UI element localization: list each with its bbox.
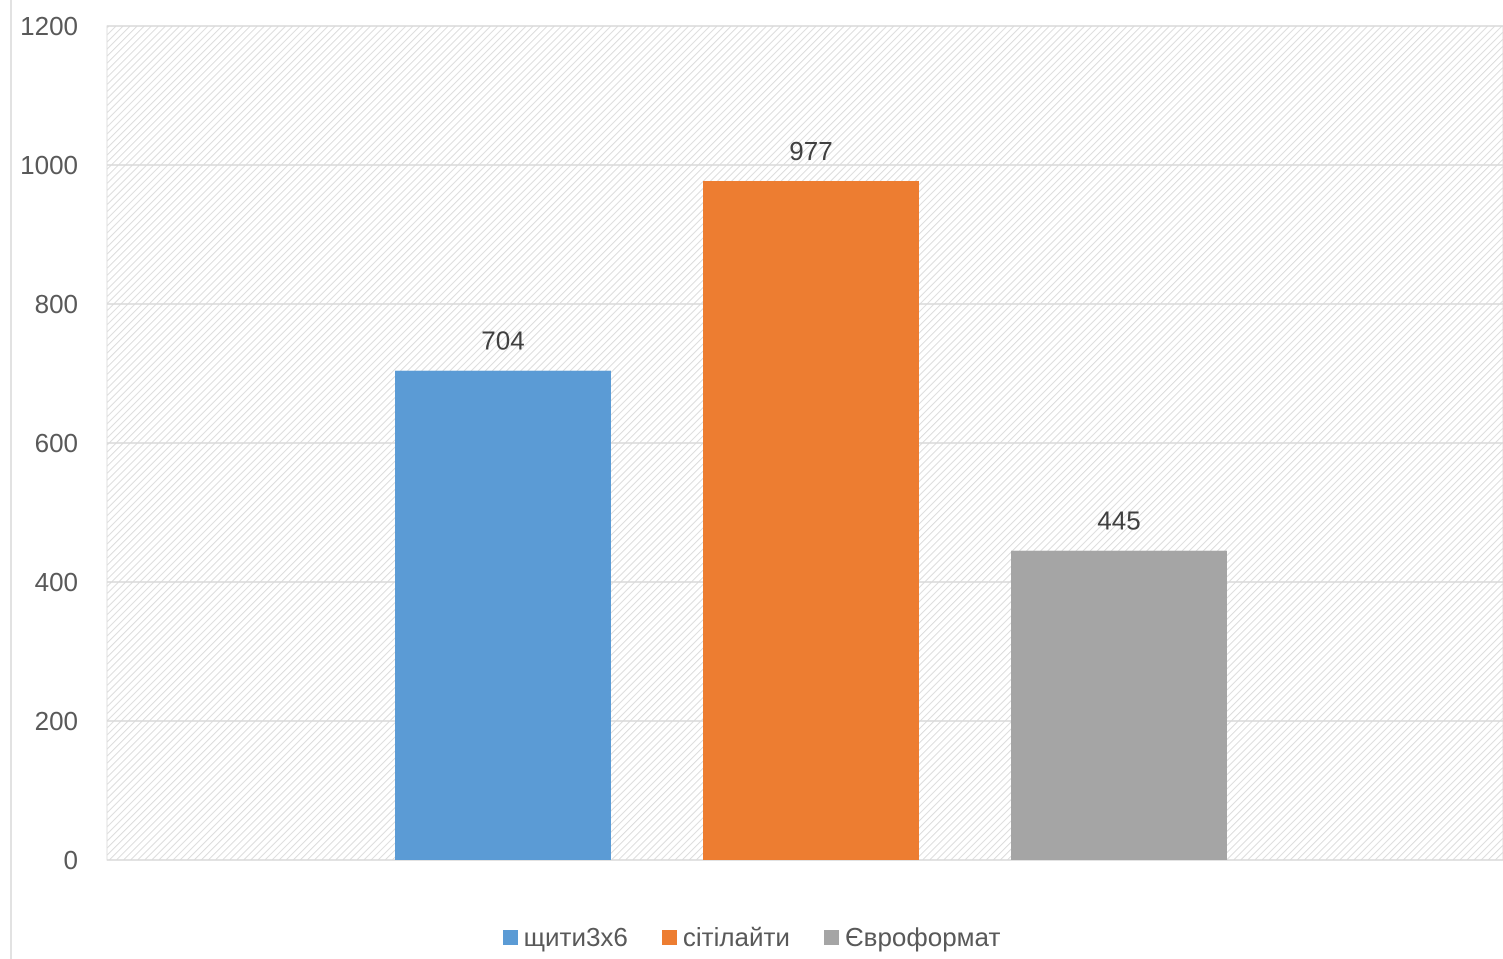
bar-data-label: 977 — [789, 136, 832, 166]
y-tick-label: 400 — [35, 567, 78, 597]
legend-item-shchyty: щити3х6 — [502, 922, 628, 953]
legend-swatch-gray — [823, 930, 839, 945]
legend-label: щити3х6 — [523, 922, 628, 952]
y-tick-label: 0 — [64, 845, 78, 875]
bar-1 — [395, 370, 611, 860]
legend-item-citylights: сітілайти — [661, 922, 790, 953]
legend-label: сітілайти — [682, 922, 790, 952]
bar-data-label: 704 — [481, 326, 524, 356]
legend-swatch-orange — [661, 930, 677, 945]
y-tick-label: 600 — [35, 428, 78, 458]
y-tick-label: 200 — [35, 706, 78, 736]
bar-data-label: 445 — [1097, 506, 1140, 536]
y-tick-label: 1000 — [20, 150, 78, 180]
y-tick-label: 1200 — [20, 11, 78, 41]
legend-item-euroformat: Євроформат — [823, 922, 1001, 953]
legend: щити3х6 сітілайти Євроформат — [0, 922, 1503, 953]
bar-2 — [703, 180, 919, 861]
legend-label: Євроформат — [844, 922, 1001, 952]
y-axis-ticks: 0 200 400 600 800 1000 1200 — [20, 11, 78, 875]
legend-swatch-blue — [502, 930, 518, 945]
data-labels: 704 977 445 — [481, 136, 1140, 536]
y-tick-label: 800 — [35, 289, 78, 319]
bar-3 — [1011, 550, 1227, 860]
bars — [395, 180, 1227, 861]
